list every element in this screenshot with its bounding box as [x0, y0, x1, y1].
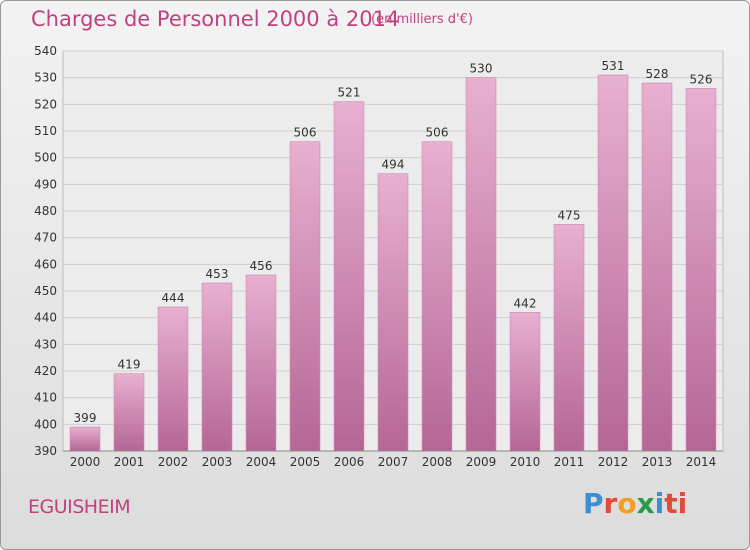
data-label: 531 — [602, 59, 625, 73]
bar — [157, 306, 189, 452]
x-tick-label: 2012 — [598, 455, 629, 469]
bar — [465, 77, 497, 452]
chart-title: Charges de Personnel 2000 à 2014 — [31, 7, 400, 31]
bar — [113, 373, 145, 452]
proxiti-logo[interactable]: Proxiti — [583, 487, 688, 520]
data-label: 494 — [382, 158, 405, 172]
commune-name: EGUISHEIM — [28, 496, 131, 518]
y-tick-label: 450 — [34, 284, 57, 298]
y-tick-label: 430 — [34, 337, 57, 351]
data-label: 528 — [646, 67, 669, 81]
x-tick-label: 2005 — [290, 455, 321, 469]
x-tick-label: 2006 — [334, 455, 365, 469]
data-label: 442 — [514, 296, 537, 310]
bar — [553, 224, 585, 452]
x-tick-label: 2002 — [158, 455, 189, 469]
bar — [201, 282, 233, 452]
x-tick-label: 2008 — [422, 455, 453, 469]
data-label: 526 — [690, 72, 713, 86]
data-label: 399 — [74, 411, 97, 425]
x-tick-label: 2001 — [114, 455, 145, 469]
y-tick-label: 460 — [34, 257, 57, 271]
y-tick-label: 390 — [34, 444, 57, 458]
y-tick-label: 470 — [34, 231, 57, 245]
data-label: 506 — [294, 126, 317, 140]
bar — [421, 141, 453, 452]
y-tick-label: 480 — [34, 204, 57, 218]
x-tick-label: 2011 — [554, 455, 585, 469]
bar — [685, 88, 717, 452]
y-tick-label: 510 — [34, 124, 57, 138]
bar — [597, 74, 629, 452]
data-label: 475 — [558, 208, 581, 222]
y-tick-label: 400 — [34, 417, 57, 431]
x-tick-label: 2014 — [686, 455, 717, 469]
y-tick-label: 440 — [34, 311, 57, 325]
bar — [69, 426, 101, 452]
data-label: 444 — [162, 291, 185, 305]
x-tick-label: 2004 — [246, 455, 277, 469]
y-tick-label: 530 — [34, 71, 57, 85]
bar — [509, 312, 541, 452]
y-tick-label: 520 — [34, 97, 57, 111]
chart-subtitle: (en milliers d'€) — [371, 12, 473, 27]
y-tick-label: 500 — [34, 151, 57, 165]
x-tick-label: 2009 — [466, 455, 497, 469]
bar — [245, 274, 277, 452]
y-tick-label: 490 — [34, 177, 57, 191]
data-label: 456 — [250, 259, 273, 273]
x-tick-label: 2013 — [642, 455, 673, 469]
bar — [333, 101, 365, 452]
x-tick-label: 2007 — [378, 455, 409, 469]
x-tick-label: 2003 — [202, 455, 233, 469]
data-label: 419 — [118, 358, 141, 372]
bar — [289, 141, 321, 452]
y-tick-label: 410 — [34, 391, 57, 405]
y-tick-label: 540 — [34, 44, 57, 58]
x-tick-label: 2000 — [70, 455, 101, 469]
data-label: 530 — [470, 62, 493, 76]
data-label: 506 — [426, 126, 449, 140]
bar — [641, 82, 673, 452]
x-tick-label: 2010 — [510, 455, 541, 469]
y-tick-label: 420 — [34, 364, 57, 378]
data-label: 453 — [206, 267, 229, 281]
bar — [377, 173, 409, 452]
data-label: 521 — [338, 86, 361, 100]
